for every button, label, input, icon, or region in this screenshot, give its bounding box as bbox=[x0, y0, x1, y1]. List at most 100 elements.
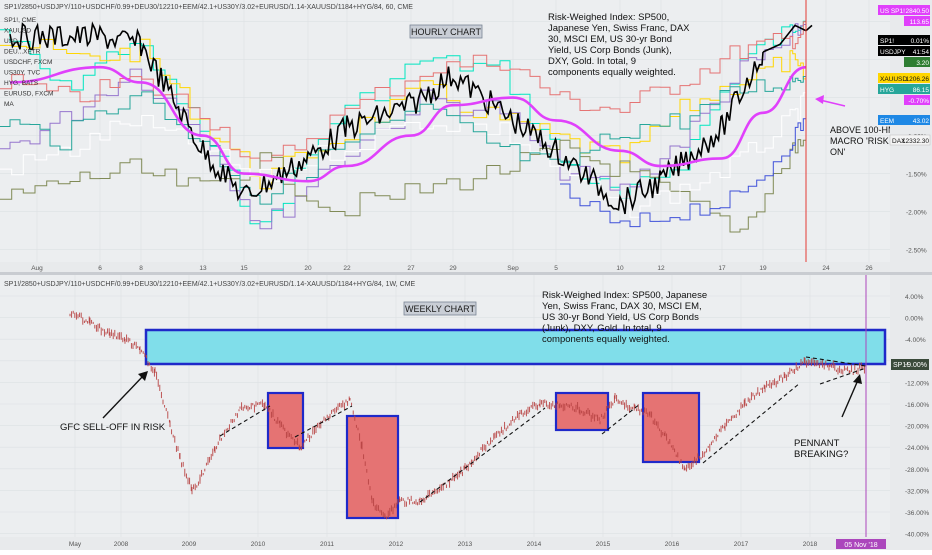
weekly-price-tag bbox=[891, 359, 929, 370]
weekly-x-tick-label: May bbox=[69, 541, 82, 548]
weekly-plot-area[interactable] bbox=[0, 275, 890, 537]
weekly-y-tick-label: -24.00% bbox=[905, 445, 929, 452]
gfc-arrow bbox=[102, 371, 148, 419]
weekly-y-tick-label: -32.00% bbox=[905, 488, 929, 495]
price-tag bbox=[878, 46, 930, 56]
legend-item: USDCHF, FXCM bbox=[4, 59, 52, 66]
consolidation-box bbox=[266, 391, 305, 450]
weekly-x-tick-label: 2010 bbox=[251, 541, 266, 548]
weekly-y-tick-label: -40.00% bbox=[905, 532, 929, 539]
consolidation-box bbox=[345, 414, 400, 520]
hourly-y-tick-label: -2.50% bbox=[906, 248, 927, 255]
weekly-chart-title: WEEKLY CHART bbox=[405, 304, 476, 314]
price-tag-label: US SP1! bbox=[880, 8, 905, 15]
weekly-y-axis-bg bbox=[890, 275, 932, 537]
consolidation-box bbox=[641, 391, 701, 464]
weekly-header: SP1!/2850+USDJPY/110+USDCHF/0.99+DEU30/1… bbox=[4, 281, 416, 288]
hourly-plot-area[interactable] bbox=[0, 0, 890, 262]
hourly-x-tick-label: 12 bbox=[657, 265, 665, 272]
legend-item: EURUSD, FXCM bbox=[4, 91, 53, 98]
hourly-panel: SP1!/2850+USDJPY/110+USDCHF/0.99+DEU30/1… bbox=[0, 0, 932, 272]
price-tag-value: 41:54 bbox=[913, 49, 930, 56]
price-tag bbox=[889, 134, 931, 146]
trendlines bbox=[219, 356, 867, 503]
price-tag-label: XAUUSD bbox=[880, 76, 907, 83]
price-tag-label: HYG bbox=[880, 87, 894, 94]
component-line bbox=[0, 139, 807, 233]
weekly-x-axis: May 2008 2009 2010 2011 2012 2013 2014 2015 2016 2… bbox=[0, 537, 932, 550]
hourly-x-tick-label: 6 bbox=[98, 265, 102, 272]
date-tag-text: 05 Nov '18 bbox=[844, 542, 877, 549]
resistance-zone-box bbox=[144, 328, 887, 366]
hourly-x-tick-label: 17 bbox=[718, 265, 726, 272]
component-line bbox=[0, 70, 807, 205]
weekly-x-axis-bg bbox=[0, 537, 932, 550]
callout-arrow bbox=[815, 95, 846, 107]
weekly-title-box bbox=[403, 301, 477, 316]
risk-index-line-tail bbox=[762, 24, 813, 53]
hourly-y-tick-label: -2.00% bbox=[906, 210, 927, 217]
hourly-x-tick-label: 10 bbox=[616, 265, 624, 272]
price-tag bbox=[878, 73, 930, 83]
trendline bbox=[805, 356, 867, 367]
weekly-y-tick-label: -12.00% bbox=[905, 380, 929, 387]
price-tag-value: 0.01% bbox=[911, 38, 930, 45]
weekly-candles bbox=[69, 310, 865, 520]
weekly-x-tick-label: 2012 bbox=[389, 541, 404, 548]
hourly-x-tick-label: 29 bbox=[449, 265, 457, 272]
price-tag-label: USDJPY bbox=[880, 49, 906, 56]
weekly-y-tick-label: 0.00% bbox=[905, 316, 924, 323]
weekly-price-tag-value: -9.00% bbox=[905, 362, 927, 369]
hourly-x-tick-label: 19 bbox=[759, 265, 767, 272]
hourly-legend: SP1!, CME XAUUSD USD... DEU...XETR USDCHF, F… bbox=[4, 17, 53, 108]
hourly-x-tick-label: 22 bbox=[343, 265, 351, 272]
component-line bbox=[0, 21, 807, 162]
gfc-label: GFC SELL-OFF IN RISK bbox=[60, 422, 166, 433]
legend-item: HYG, BATS bbox=[4, 80, 39, 87]
consolidation-boxes bbox=[266, 391, 701, 520]
price-tag bbox=[878, 115, 930, 125]
legend-item: US30Y, TVC bbox=[4, 70, 41, 77]
weekly-x-tick-label: 2014 bbox=[527, 541, 542, 548]
risk-index-line bbox=[9, 21, 764, 215]
hourly-series-lines bbox=[0, 10, 813, 233]
hourly-chart-title: HOURLY CHART bbox=[411, 27, 482, 37]
hourly-header: SP1!/2850+USDJPY/110+USDCHF/0.99+DEU30/1… bbox=[4, 4, 413, 11]
trendline bbox=[419, 407, 546, 503]
trendline bbox=[601, 403, 641, 435]
moving-average-line bbox=[9, 65, 807, 183]
price-tag-label: SP1! bbox=[880, 38, 894, 45]
weekly-x-tick-label: 2013 bbox=[458, 541, 473, 548]
price-tag-value: -0.70% bbox=[908, 98, 929, 105]
hourly-x-tick-label: 26 bbox=[865, 265, 873, 272]
hourly-x-tick-label: Sep bbox=[507, 265, 519, 272]
legend-item: XAUUSD bbox=[4, 28, 31, 35]
weekly-x-tick-label: 2009 bbox=[182, 541, 197, 548]
weekly-x-tick-label: 2011 bbox=[320, 541, 334, 548]
weekly-y-tick-label: -4.00% bbox=[905, 337, 926, 344]
price-tag-value: 113.65 bbox=[910, 19, 930, 26]
hourly-x-tick-label: 27 bbox=[407, 265, 415, 272]
weekly-grid bbox=[0, 275, 890, 537]
hourly-x-tick-label: 8 bbox=[139, 265, 143, 272]
price-tag bbox=[904, 95, 930, 105]
weekly-panel: SP1!/2850+USDJPY/110+USDCHF/0.99+DEU30/1… bbox=[0, 275, 932, 550]
date-tag bbox=[836, 539, 886, 549]
hourly-x-tick-label: 20 bbox=[304, 265, 312, 272]
price-tag bbox=[904, 16, 930, 26]
price-tag-value: 2840.50 bbox=[906, 8, 930, 15]
weekly-x-tick-label: 2015 bbox=[596, 541, 611, 548]
price-tag-value: 3.20 bbox=[916, 60, 929, 67]
legend-item: DEU...XETR bbox=[4, 49, 41, 56]
pennant-label: PENNANT BREAKING? bbox=[794, 438, 848, 460]
price-tag-value: 86.15 bbox=[913, 87, 930, 94]
price-tag-label: DAX bbox=[892, 138, 906, 145]
hourly-x-tick-label: 13 bbox=[199, 265, 207, 272]
weekly-x-tick-label: 2018 bbox=[803, 541, 818, 548]
hourly-x-tick-label: 24 bbox=[822, 265, 830, 272]
price-tag bbox=[904, 57, 930, 67]
panel-divider[interactable] bbox=[0, 272, 932, 275]
trendline bbox=[294, 405, 353, 438]
